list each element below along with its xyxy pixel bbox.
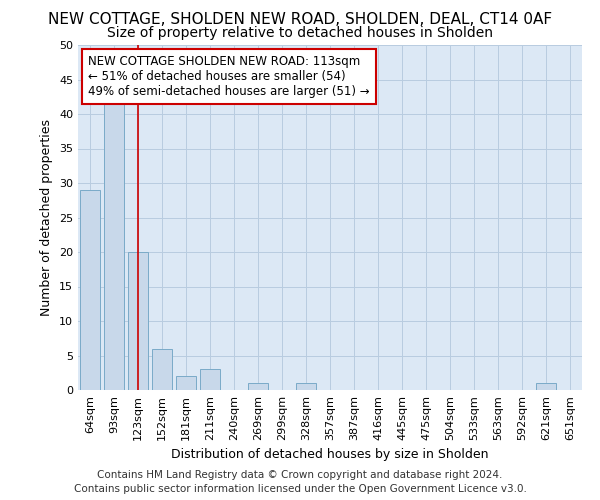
Bar <box>104 100 124 390</box>
Bar <box>80 190 100 390</box>
Text: Size of property relative to detached houses in Sholden: Size of property relative to detached ho… <box>107 26 493 40</box>
Bar <box>176 376 196 390</box>
Bar <box>536 383 556 390</box>
Text: Contains HM Land Registry data © Crown copyright and database right 2024.
Contai: Contains HM Land Registry data © Crown c… <box>74 470 526 494</box>
Bar <box>248 383 268 390</box>
Bar <box>296 383 316 390</box>
Text: NEW COTTAGE, SHOLDEN NEW ROAD, SHOLDEN, DEAL, CT14 0AF: NEW COTTAGE, SHOLDEN NEW ROAD, SHOLDEN, … <box>48 12 552 28</box>
Text: NEW COTTAGE SHOLDEN NEW ROAD: 113sqm
← 51% of detached houses are smaller (54)
4: NEW COTTAGE SHOLDEN NEW ROAD: 113sqm ← 5… <box>88 56 370 98</box>
Bar <box>152 348 172 390</box>
Y-axis label: Number of detached properties: Number of detached properties <box>40 119 53 316</box>
Bar <box>128 252 148 390</box>
X-axis label: Distribution of detached houses by size in Sholden: Distribution of detached houses by size … <box>171 448 489 462</box>
Bar <box>200 370 220 390</box>
